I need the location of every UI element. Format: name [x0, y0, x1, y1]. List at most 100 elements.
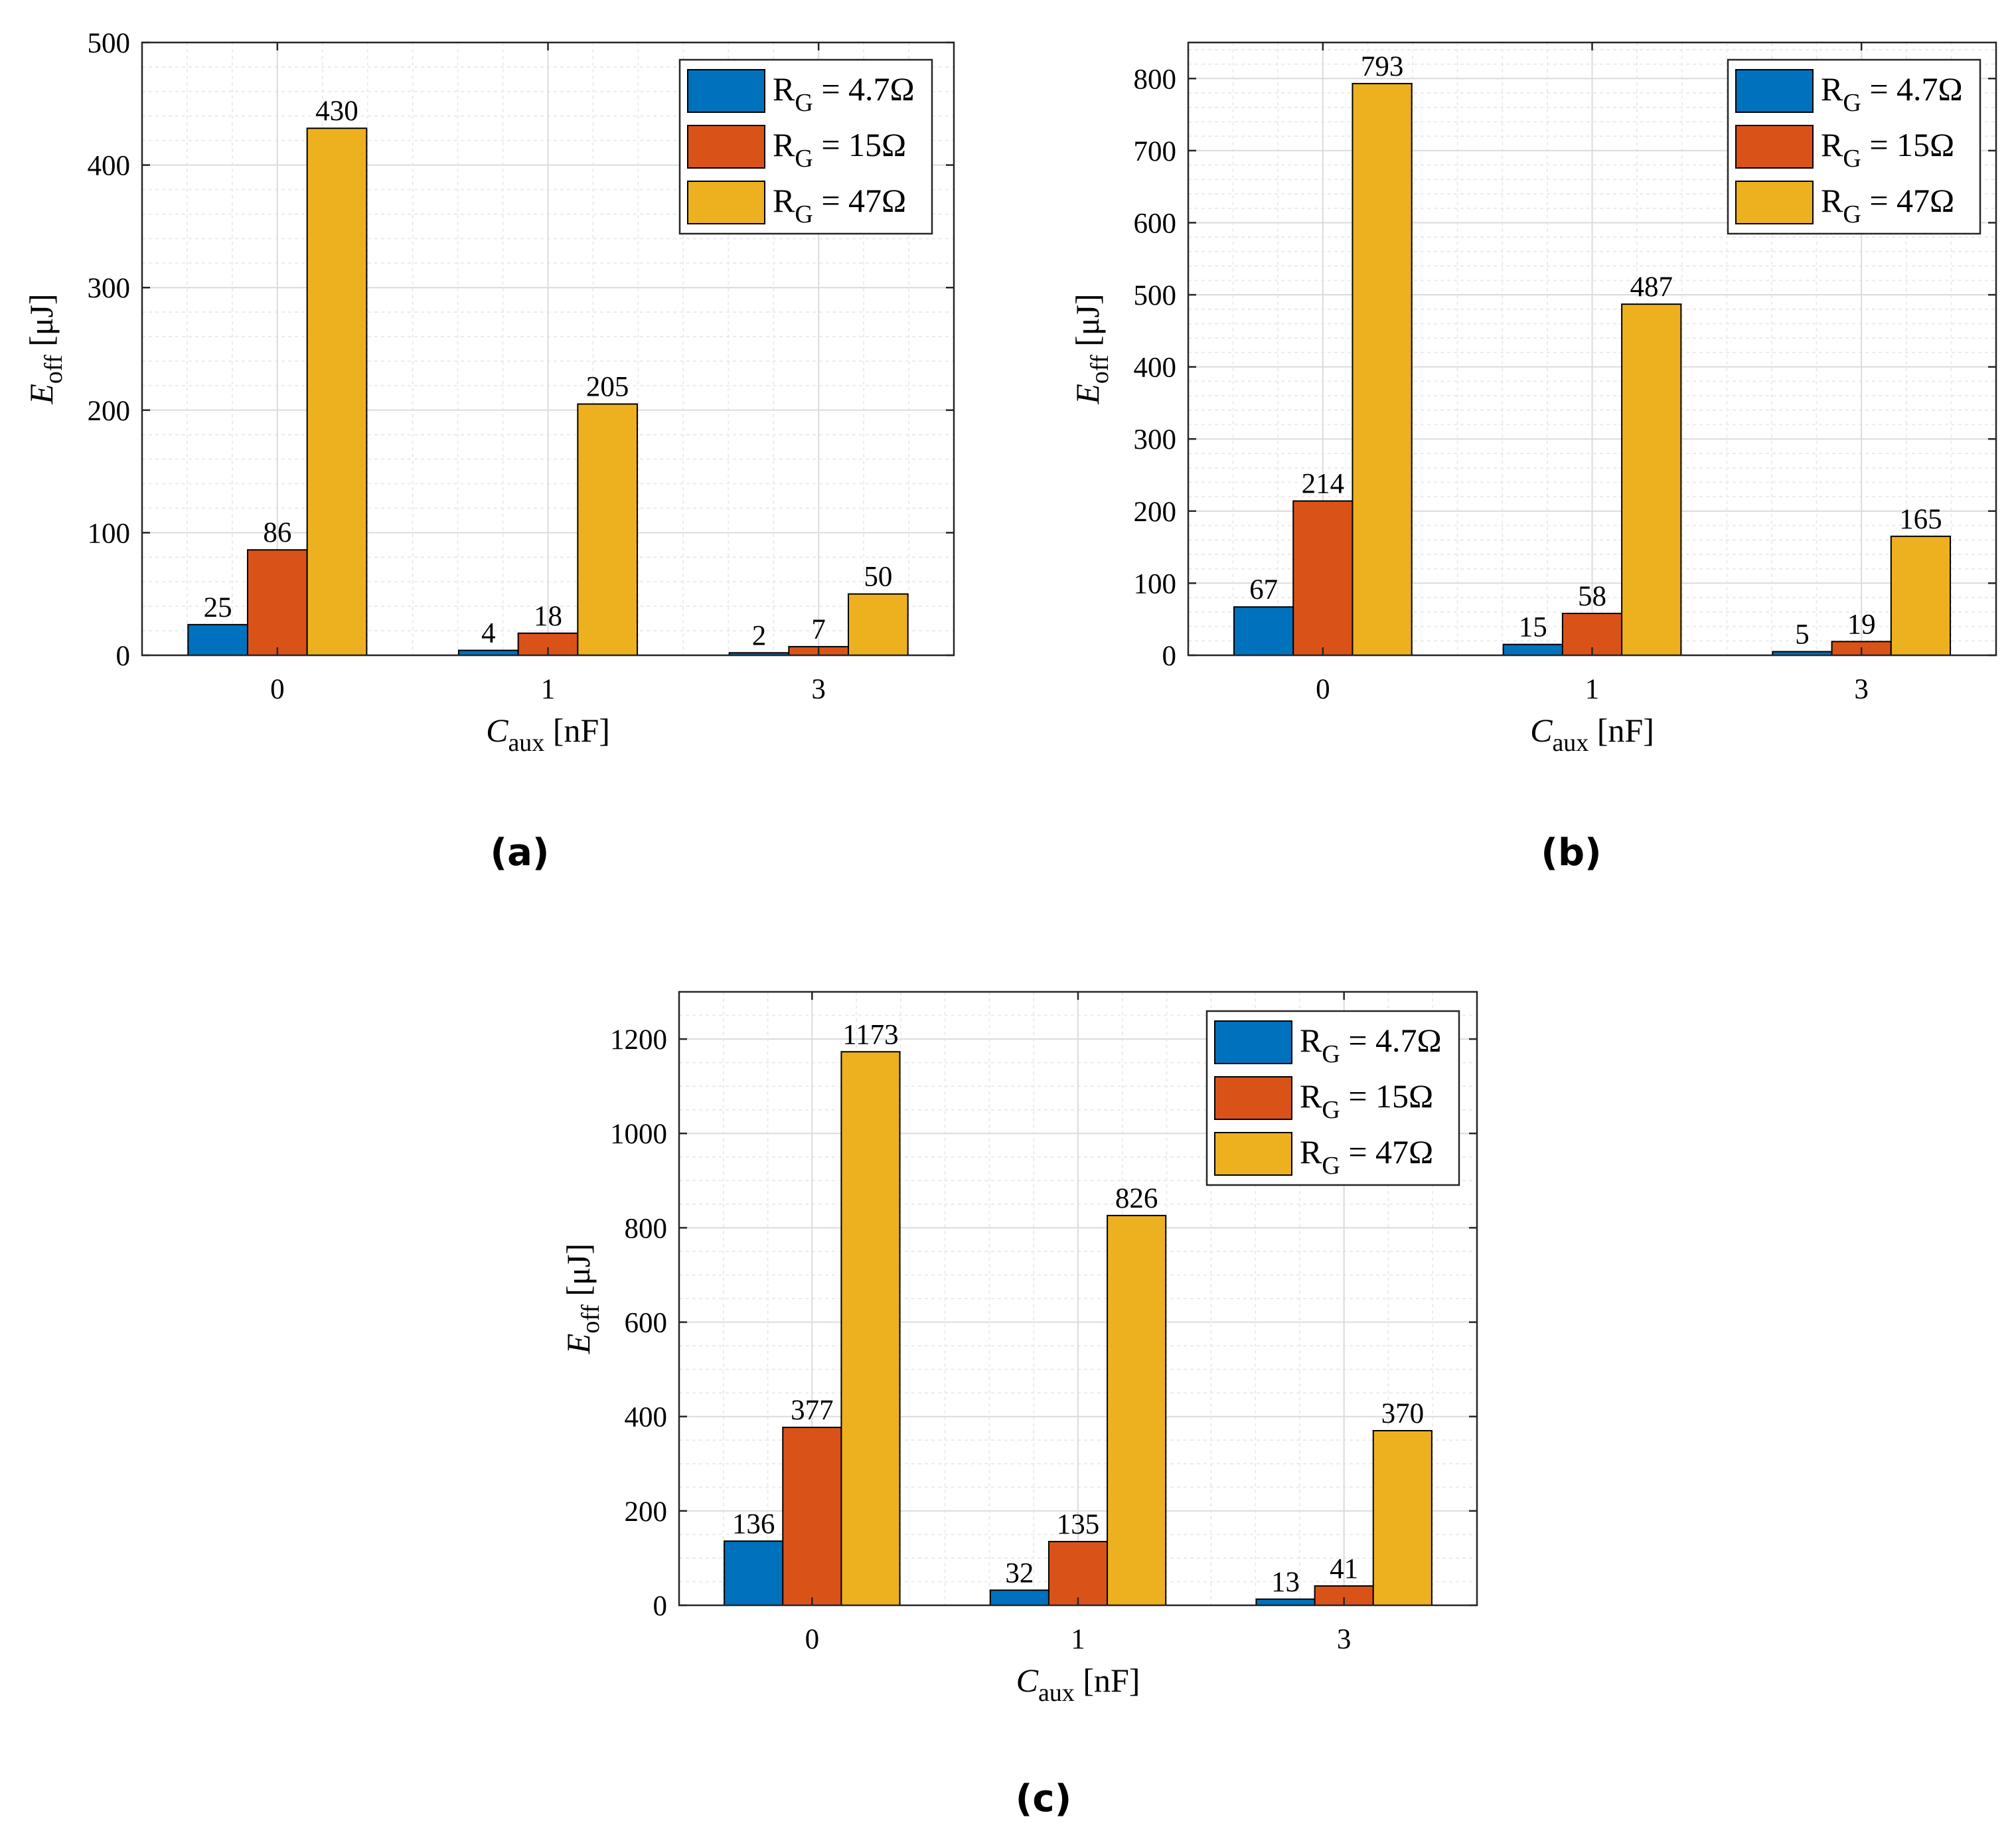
- bar-0-series-3: [840, 1051, 901, 1606]
- y-axis-label: Eoff [μJ]: [23, 293, 68, 404]
- bar-0-series-2: [782, 1427, 842, 1607]
- bar-0-series-1: [187, 623, 248, 656]
- y-tick-label: 1000: [610, 1119, 667, 1150]
- y-tick-label: 800: [625, 1213, 668, 1244]
- y-tick-label: 400: [1134, 353, 1177, 384]
- data-label: 13: [1271, 1567, 1300, 1598]
- x-tick-label: 0: [805, 1624, 820, 1655]
- legend-label-2: RG = 15Ω: [1300, 1077, 1433, 1124]
- data-label: 430: [315, 96, 358, 127]
- y-tick-label: 200: [88, 396, 131, 427]
- panel-caption: (a): [491, 831, 550, 874]
- x-axis: 0 1 3: [270, 42, 826, 705]
- data-label: 19: [1847, 609, 1876, 640]
- x-tick-label: 0: [1316, 674, 1330, 705]
- legend-swatch-3: [1214, 1132, 1292, 1176]
- data-labels: 25 86 430 4 18 205 2 7 50: [204, 96, 893, 651]
- legend: RG = 4.7Ω RG = 15Ω RG = 47Ω: [1727, 58, 1981, 235]
- bar-0-series-2: [246, 549, 308, 657]
- y-axis: 0 100 200 300 400 500 600 700 800: [1134, 64, 1996, 672]
- x-tick-label: 3: [811, 674, 826, 705]
- data-label: 86: [263, 517, 291, 548]
- bars: [187, 127, 909, 657]
- data-label: 793: [1361, 51, 1404, 82]
- chart-panel-2: 67 214 793 15 58 487 5 19 165 0 100 200 300 400 500 600…: [1069, 41, 1997, 874]
- legend-swatch-3: [1735, 181, 1814, 224]
- panel-caption: (c): [1016, 1777, 1071, 1820]
- legend-label-2: RG = 15Ω: [1821, 126, 1954, 173]
- legend-label-3: RG = 47Ω: [1821, 182, 1954, 228]
- bars: [1233, 82, 1952, 657]
- x-tick-label: 1: [1071, 1624, 1085, 1655]
- y-axis: 0 200 400 600 800 1000 1200: [610, 1024, 1477, 1622]
- y-tick-label: 500: [1134, 280, 1177, 311]
- y-tick-label: 0: [1162, 641, 1177, 672]
- x-tick-label: 1: [1585, 674, 1600, 705]
- data-label: 214: [1302, 469, 1345, 500]
- data-label: 7: [811, 614, 826, 645]
- y-tick-label: 100: [88, 518, 131, 549]
- legend-label-3: RG = 47Ω: [1300, 1133, 1433, 1180]
- legend-label-1: RG = 4.7Ω: [773, 70, 915, 117]
- bar-3-series-3: [848, 593, 909, 657]
- bar-3-series-3: [1890, 535, 1952, 656]
- data-labels: 67 214 793 15 58 487 5 19 165: [1249, 51, 1942, 651]
- y-tick-label: 400: [88, 151, 131, 182]
- data-label: 2: [752, 620, 767, 651]
- y-tick-label: 0: [653, 1591, 668, 1622]
- x-axis-label: Caux [nF]: [1530, 712, 1654, 757]
- data-label: 826: [1115, 1183, 1158, 1214]
- data-label: 32: [1005, 1557, 1034, 1589]
- bar-0-series-3: [306, 127, 368, 657]
- y-axis: 0 100 200 300 400 500: [88, 28, 954, 672]
- legend-swatch-2: [1735, 125, 1814, 169]
- data-label: 165: [1899, 504, 1942, 535]
- legend: RG = 4.7Ω RG = 15Ω RG = 47Ω: [1205, 1010, 1460, 1186]
- y-tick-label: 1200: [610, 1024, 667, 1056]
- x-axis-label: Caux [nF]: [486, 712, 610, 757]
- x-tick-label: 0: [270, 674, 285, 705]
- bar-3-series-3: [1372, 1430, 1433, 1606]
- bar-1-series-3: [1107, 1214, 1167, 1607]
- data-label: 377: [791, 1395, 834, 1426]
- bar-1-series-1: [1502, 643, 1563, 657]
- legend-swatch-3: [687, 181, 765, 224]
- legend-swatch-1: [687, 69, 765, 113]
- bar-1-series-1: [989, 1589, 1049, 1606]
- y-tick-label: 200: [1134, 497, 1177, 528]
- y-tick-label: 0: [116, 641, 131, 672]
- bar-0-series-2: [1292, 500, 1354, 656]
- data-labels: 136 377 1173 32 135 826 13 41 370: [732, 1019, 1424, 1597]
- bar-0-series-1: [1233, 606, 1294, 657]
- data-label: 1173: [842, 1019, 898, 1050]
- x-tick-label: 1: [541, 674, 556, 705]
- bar-0-series-1: [724, 1540, 784, 1607]
- bars: [724, 1051, 1433, 1607]
- bar-1-series-3: [1621, 303, 1682, 656]
- legend-swatch-2: [1214, 1076, 1292, 1120]
- bar-3-series-1: [1255, 1598, 1316, 1607]
- data-label: 135: [1057, 1509, 1100, 1540]
- bar-0-series-3: [1352, 82, 1413, 656]
- y-tick-label: 500: [88, 28, 131, 59]
- legend-swatch-1: [1735, 69, 1814, 113]
- data-label: 15: [1519, 612, 1547, 643]
- bar-1-series-2: [1047, 1541, 1109, 1606]
- legend-swatch-1: [1214, 1020, 1292, 1064]
- y-axis-label: Eoff [μJ]: [560, 1243, 605, 1354]
- y-tick-label: 300: [88, 273, 131, 304]
- legend-swatch-2: [687, 125, 765, 169]
- data-label: 41: [1330, 1553, 1358, 1585]
- legend-label-3: RG = 47Ω: [773, 182, 906, 228]
- data-label: 67: [1249, 574, 1278, 605]
- y-axis-label: Eoff [μJ]: [1069, 293, 1114, 404]
- y-tick-label: 800: [1134, 64, 1177, 95]
- data-label: 370: [1381, 1398, 1425, 1429]
- legend: RG = 4.7Ω RG = 15Ω RG = 47Ω: [678, 58, 933, 235]
- legend-label-2: RG = 15Ω: [773, 126, 906, 173]
